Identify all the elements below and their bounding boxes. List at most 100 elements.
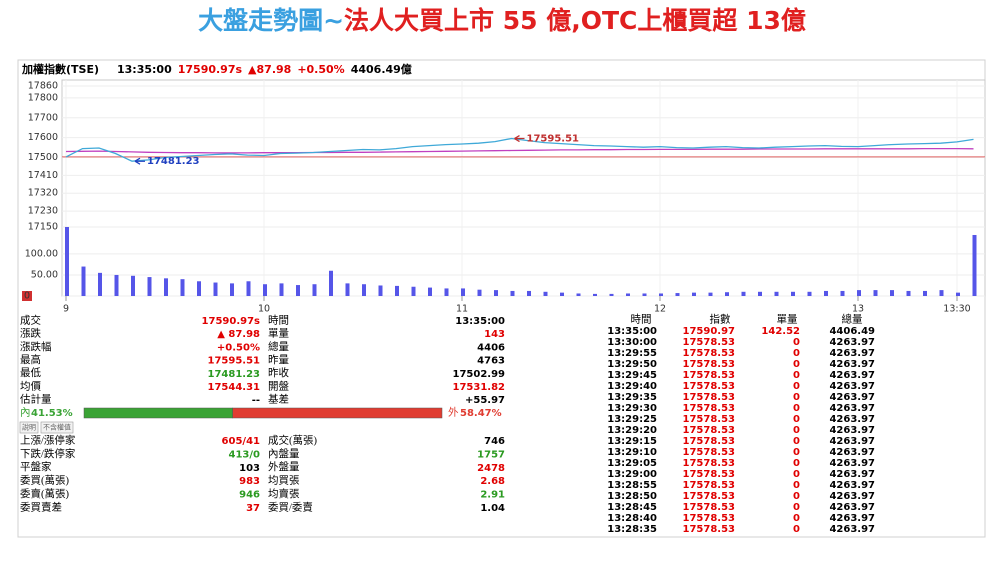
y-tick-label: 17600 <box>28 132 58 143</box>
quote-value: 4406 <box>477 342 505 353</box>
tick-cell: 17578.53 <box>682 359 735 370</box>
tick-cell: 13:29:30 <box>607 403 657 414</box>
y-tick-label: 17860 <box>28 81 58 92</box>
quote-value: 143 <box>484 329 505 340</box>
quote-label: 基差 <box>268 393 289 406</box>
y-tick-label: 17500 <box>28 152 58 163</box>
volume-bar <box>428 287 432 296</box>
tick-cell: 13:30:00 <box>607 337 657 348</box>
button-label[interactable]: 說明 <box>22 423 36 432</box>
quote-label: 昨收 <box>268 366 289 379</box>
volume-bar <box>956 292 960 296</box>
quote-value: 17544.31 <box>207 382 260 393</box>
inner-bar <box>83 407 233 419</box>
tick-cell: 13:28:50 <box>607 491 657 502</box>
outer-text: 58.47% <box>460 408 502 419</box>
annotation-label: 17481.23 <box>147 156 200 167</box>
volume-bar <box>923 290 927 296</box>
quote-label: 最低 <box>20 366 41 379</box>
volume-bar <box>312 284 317 296</box>
button[interactable] <box>19 421 39 434</box>
volume-bar <box>114 274 119 296</box>
volume-bar <box>98 272 102 296</box>
tick-cell: 13:28:35 <box>607 524 657 535</box>
tick-cell: 13:29:05 <box>607 458 657 469</box>
volume-bar <box>395 285 399 296</box>
y-tick-label: 17700 <box>28 112 58 123</box>
breadth-label: 均買張 <box>268 475 300 487</box>
breadth-label: 平盤家 <box>20 460 52 473</box>
tick-cell: 17578.53 <box>682 447 735 458</box>
tick-cell: 17578.53 <box>682 491 735 502</box>
tick-cell: 0 <box>793 447 800 458</box>
tick-cell: 17578.53 <box>682 392 735 403</box>
breadth-value: 37 <box>246 503 260 514</box>
tick-cell: 0 <box>793 348 800 359</box>
tick-cell: 17578.53 <box>682 370 735 381</box>
volume-bar <box>807 291 812 296</box>
volume-bar <box>741 291 746 296</box>
quote-value: +0.50% <box>217 342 260 353</box>
inner-text: 41.53% <box>31 408 73 419</box>
quote-label: 最高 <box>20 353 41 366</box>
tick-cell: 0 <box>793 491 800 502</box>
average-line <box>65 147 974 154</box>
quote-label: 漲跌幅 <box>20 340 52 353</box>
volume-bar <box>164 278 168 296</box>
volume-tick-label: 0 <box>24 291 30 302</box>
volume-bar <box>890 290 894 296</box>
breadth-label: 委買/委賣 <box>268 500 313 513</box>
y-tick-label: 17800 <box>28 92 58 103</box>
tick-cell: 17578.53 <box>682 469 735 480</box>
quote-value: 13:35:00 <box>455 316 505 327</box>
tick-cell: 4263.97 <box>829 359 875 370</box>
button-label[interactable]: 不含權值 <box>43 423 71 432</box>
tick-cell: 0 <box>793 458 800 469</box>
tick-cell: 17578.53 <box>682 414 735 425</box>
tick-cell: 17578.53 <box>682 403 735 414</box>
tick-cell: 13:29:40 <box>607 381 657 392</box>
tick-cell: 13:28:45 <box>607 502 657 513</box>
header-change: ▲87.98 <box>248 63 291 76</box>
quote-value: 17531.82 <box>452 382 505 393</box>
x-tick-label: 11 <box>456 304 468 315</box>
volume-bar <box>659 293 663 296</box>
tick-cell: 13:29:25 <box>607 414 657 425</box>
header-percent: +0.50% <box>297 63 344 76</box>
button[interactable] <box>40 421 74 434</box>
tick-cell: 17578.53 <box>682 524 735 535</box>
breadth-label: 成交(萬張) <box>268 433 317 446</box>
quote-label: 開盤 <box>268 379 289 392</box>
tick-cell: 0 <box>793 337 800 348</box>
inner-label: 內 <box>20 406 31 418</box>
volume-bar <box>180 279 185 296</box>
quote-value: 4763 <box>477 356 505 367</box>
tick-cell: 4263.97 <box>829 403 875 414</box>
volume-bar <box>972 234 977 296</box>
y-tick-label: 17410 <box>28 170 58 181</box>
breadth-label: 均賣張 <box>268 487 300 500</box>
volume-bar <box>609 293 614 296</box>
volume-bar <box>857 290 861 296</box>
breadth-label: 委買(萬張) <box>20 474 69 487</box>
tick-cell: 17578.53 <box>682 480 735 491</box>
y-tick-label: 17150 <box>28 222 58 233</box>
volume-bar <box>642 293 647 296</box>
breadth-value: 946 <box>239 490 260 501</box>
volume-bar <box>906 290 911 296</box>
x-tick-label: 13:30 <box>943 304 970 315</box>
tick-cell: 4263.97 <box>829 480 875 491</box>
tick-cell: 17578.53 <box>682 502 735 513</box>
volume-bar <box>774 291 779 296</box>
tick-cell: 17590.97 <box>682 326 735 337</box>
tick-cell: 13:29:55 <box>607 348 657 359</box>
breadth-label: 下跌/跌停家 <box>20 447 76 460</box>
volume-bar <box>675 293 680 296</box>
quote-label: 單量 <box>268 328 289 340</box>
volume-bar <box>213 282 218 296</box>
tick-cell: 4263.97 <box>829 381 875 392</box>
volume-bar <box>840 290 845 296</box>
breadth-label: 委賣(萬張) <box>20 487 69 500</box>
quote-label: 估計量 <box>20 393 52 406</box>
zero-badge <box>22 291 32 301</box>
